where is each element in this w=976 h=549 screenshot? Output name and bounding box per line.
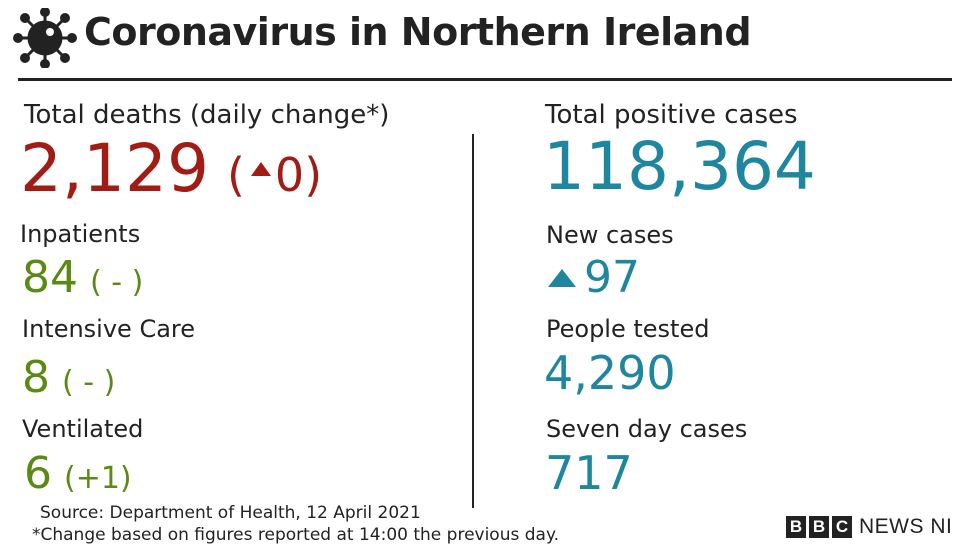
deaths-stat: 2,129 ( 0 ) [20,136,322,202]
source-note: Source: Department of Health, 12 April 2… [40,503,421,523]
intensive-care-stat: 8 ( - ) [22,356,115,400]
inpatients-change: ( - ) [90,265,144,300]
inpatients-label: Inpatients [20,220,141,248]
intensive-care-change: ( - ) [62,365,116,400]
ventilated-value: 6 [24,448,52,499]
up-arrow-icon [548,269,576,287]
deaths-label: Total deaths (daily change*) [24,100,390,130]
new-cases-stat: 97 [548,256,640,300]
seven-day-value: 717 [545,446,633,500]
deaths-change-open: ( [226,148,245,202]
news-ni-wordmark: NEWS NI [859,515,953,538]
positive-cases-label: Total positive cases [545,100,798,130]
new-cases-label: New cases [546,221,674,249]
column-divider [472,134,474,508]
page-title: Coronavirus in Northern Ireland [84,10,752,54]
deaths-value: 2,129 [20,130,209,207]
deaths-change-close: ) [304,148,323,202]
deaths-change: 0 [274,148,305,202]
bbc-logo-c: C [832,516,852,538]
people-tested-label: People tested [546,315,710,343]
positive-cases-value: 118,364 [543,128,816,205]
inpatients-value: 84 [22,252,78,303]
header-divider [18,78,952,81]
ventilated-label: Ventilated [22,415,144,443]
intensive-care-label: Intensive Care [22,315,196,343]
inpatients-stat: 84 ( - ) [22,256,143,300]
ventilated-stat: 6 (+1) [24,452,132,496]
people-tested-value: 4,290 [544,346,676,400]
change-footnote: *Change based on figures reported at 14:… [32,525,559,545]
intensive-care-value: 8 [22,352,50,403]
seven-day-label: Seven day cases [546,415,748,443]
coronavirus-icon [13,8,77,68]
bbc-logo-b1: B [786,516,806,538]
new-cases-value: 97 [584,252,640,303]
bbc-news-ni-logo: B B C NEWS NI [786,515,952,539]
ventilated-change: (+1) [64,461,132,496]
up-arrow-icon [250,162,271,176]
bbc-logo-b2: B [809,516,829,538]
